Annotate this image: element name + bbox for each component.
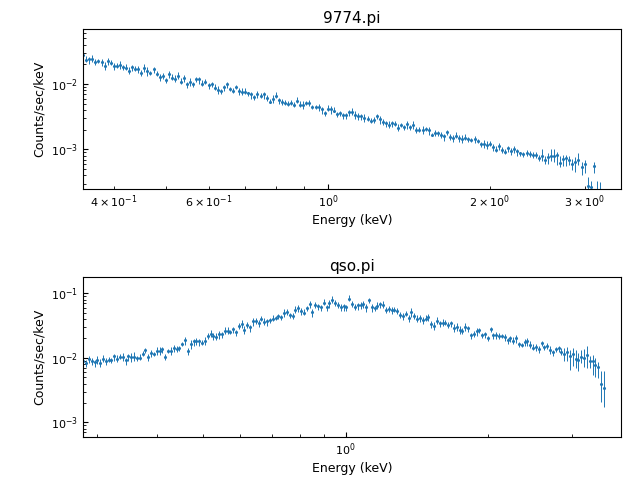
Y-axis label: Counts/sec/keV: Counts/sec/keV [33,60,45,157]
Title: 9774.pi: 9774.pi [323,11,381,26]
X-axis label: Energy (keV): Energy (keV) [312,215,392,228]
Y-axis label: Counts/sec/keV: Counts/sec/keV [33,309,45,405]
X-axis label: Energy (keV): Energy (keV) [312,462,392,475]
Title: qso.pi: qso.pi [329,259,375,274]
